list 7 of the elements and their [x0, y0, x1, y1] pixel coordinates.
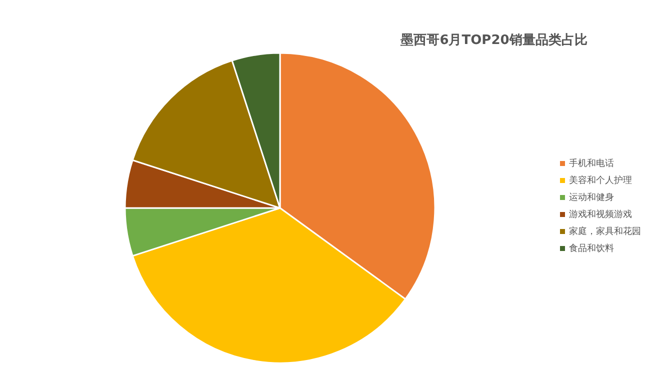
chart-title: 墨西哥6月TOP20销量品类占比 [400, 33, 588, 48]
legend-label: 食品和饮料 [569, 243, 614, 254]
legend-label: 家庭，家具和花园 [569, 226, 641, 237]
legend-label: 运动和健身 [569, 192, 614, 203]
legend-label: 手机和电话 [569, 158, 614, 169]
legend-label: 游戏和视频游戏 [569, 209, 632, 220]
legend-label: 美容和个人护理 [569, 175, 632, 186]
